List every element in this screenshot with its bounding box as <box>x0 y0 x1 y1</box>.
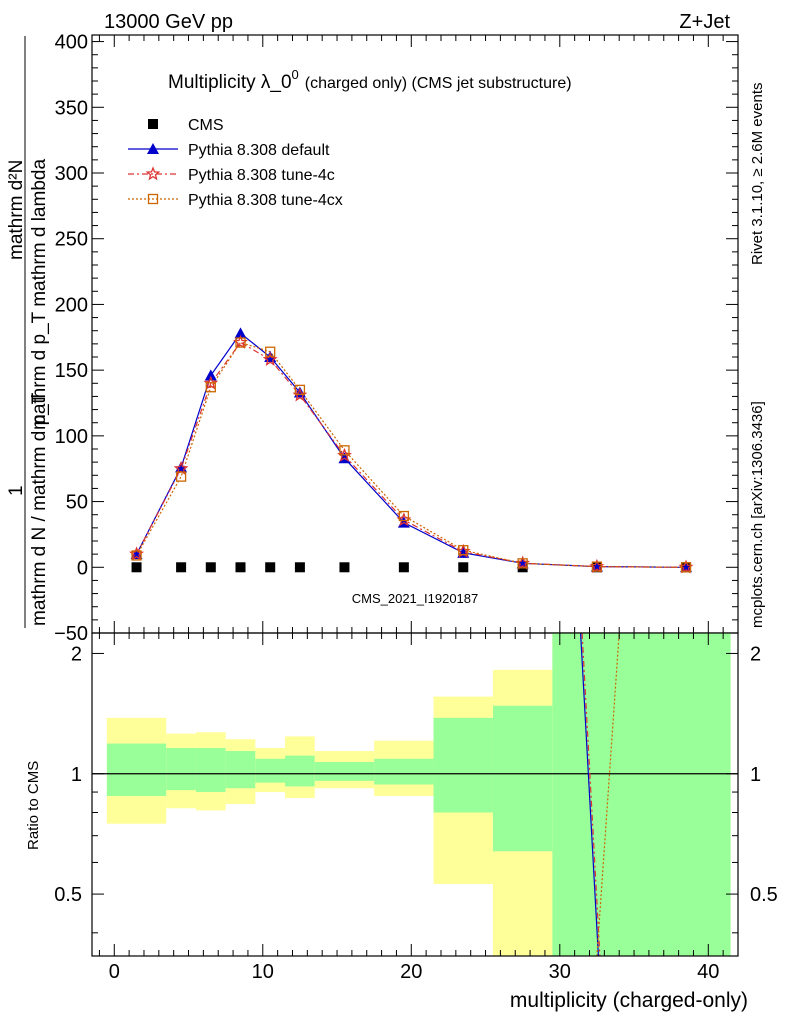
data-point-2-4 <box>262 351 278 366</box>
ratio-band-green-6 <box>314 762 375 781</box>
main-panel: −50 0 50 100 150 200 250 300 350 400 <box>54 32 739 645</box>
ratio-ytick-label: 2 <box>71 643 82 665</box>
data-point-2-2 <box>203 375 219 390</box>
ratio-ytick-label-right: 0.5 <box>750 884 778 906</box>
header-right: Z+Jet <box>679 11 730 33</box>
data-point-0-1 <box>176 562 187 573</box>
ylabel-line1: mathrm d²N <box>6 160 27 260</box>
chart-title: Multiplicity λ_00 (charged only) (CMS jet… <box>168 67 572 93</box>
rivet-label: Rivet 3.1.10, ≥ 2.6M events <box>749 83 766 266</box>
ylabel-denominator: mathrm d N / mathrm d p_T <box>29 392 50 626</box>
legend-marker-2 <box>145 166 161 181</box>
y-tick-label: 400 <box>55 32 88 54</box>
x-tick-label: 40 <box>697 961 719 983</box>
data-point-3-3 <box>235 337 246 348</box>
ratio-line-0 <box>579 632 600 957</box>
y-tick-label: 200 <box>55 294 88 316</box>
ratio-line-1 <box>581 632 601 957</box>
data-point-0-6 <box>339 562 350 573</box>
ratio-line-2 <box>596 632 620 957</box>
ratio-band-green-8 <box>433 717 493 813</box>
watermark: CMS_2021_I1920187 <box>352 591 479 606</box>
data-point-0-4 <box>265 562 276 573</box>
y-tick-label: 350 <box>55 97 88 119</box>
x-axis-label: multiplicity (charged-only) <box>510 989 748 1012</box>
ratio-ytick-label-right: 1 <box>750 764 761 786</box>
data-point-3-7 <box>398 510 410 522</box>
legend-marker-3 <box>147 193 159 205</box>
x-tick-label: 0 <box>109 961 120 983</box>
data-point-3-2 <box>205 382 216 393</box>
y-tick-label: 300 <box>55 163 88 185</box>
legend-label-2: Pythia 8.308 tune-4c <box>188 167 335 184</box>
y-tick-label: 50 <box>66 492 88 514</box>
title-suffix: (charged only) (CMS jet substructure) <box>305 75 572 92</box>
x-tick-label: 30 <box>549 961 571 983</box>
y-tick-label: 250 <box>55 229 88 251</box>
legend-marker-0 <box>148 119 158 129</box>
data-point-0-0 <box>131 562 142 573</box>
legend-label-0: CMS <box>188 117 224 134</box>
main-y-label: mathrm d²N mathrm d p_T mathrm d lambda … <box>6 36 50 628</box>
data-point-3-8 <box>458 545 469 556</box>
ratio-panel: 0 10 20 30 40 0.5 0.5 1 1 2 2 <box>54 632 778 983</box>
ratio-y-label: Ratio to CMS <box>25 761 42 850</box>
header-left: 13000 GeV pp <box>104 11 233 33</box>
data-point-0-7 <box>398 562 409 573</box>
data-point-3-1 <box>175 471 187 482</box>
data-point-3-6 <box>339 445 350 456</box>
data-point-3-5 <box>294 384 306 396</box>
y-tick-label: −50 <box>54 623 88 645</box>
data-point-3-10 <box>591 561 603 572</box>
x-tick-label: 10 <box>252 961 274 983</box>
series-line-1 <box>136 332 687 568</box>
legend-label-1: Pythia 8.308 default <box>188 142 330 159</box>
title-main: Multiplicity λ_00 (charged only) (CMS jet… <box>168 67 572 93</box>
data-point-1-2 <box>204 369 217 381</box>
data-point-0-5 <box>294 562 305 573</box>
data-point-3-0 <box>131 550 142 561</box>
ratio-ytick-label: 0.5 <box>54 884 82 906</box>
y-tick-label: 150 <box>55 360 88 382</box>
data-point-2-1 <box>173 460 189 476</box>
ylabel-numerator: 1 <box>6 485 27 496</box>
ratio-ytick-label-right: 2 <box>750 643 761 665</box>
data-point-3-11 <box>680 562 692 573</box>
legend-marker-1 <box>147 143 159 154</box>
mcplots-label: mcplots.cern.ch [arXiv:1306.3436] <box>749 401 766 628</box>
ratio-band-green-0 <box>106 743 167 796</box>
title-superscript: 0 <box>292 67 299 82</box>
data-point-3-4 <box>265 346 276 357</box>
ratio-ytick-label: 1 <box>71 764 82 786</box>
data-point-1-3 <box>234 327 247 339</box>
data-point-0-8 <box>458 562 469 573</box>
ratio-frame <box>91 632 739 957</box>
series-line-3 <box>136 341 687 568</box>
data-point-0-2 <box>205 562 216 573</box>
x-tick-label: 20 <box>400 961 422 983</box>
ratio-band-green-7 <box>374 758 434 785</box>
y-tick-label: 0 <box>77 557 88 579</box>
legend: CMS Pythia 8.308 default Pythia 8.308 tune… <box>128 117 343 209</box>
ylabel-line2: mathrm d p_T mathrm d lambda <box>29 159 50 430</box>
ratio-band-green-9 <box>492 705 553 852</box>
legend-label-3: Pythia 8.308 tune-4cx <box>188 192 343 209</box>
ratio-band-green-3 <box>225 751 256 789</box>
ratio-band-green-2 <box>195 748 226 793</box>
data-point-3-9 <box>517 558 528 569</box>
ratio-band-green-5 <box>285 755 315 787</box>
ratio-band-green-10 <box>552 633 731 956</box>
ratio-band-green-1 <box>166 748 196 791</box>
ratio-band-green-4 <box>255 758 286 783</box>
y-tick-label: 100 <box>55 426 88 448</box>
series-line-2 <box>136 341 687 568</box>
title-main-text: Multiplicity λ_0 <box>168 72 292 93</box>
data-point-0-3 <box>235 562 246 573</box>
